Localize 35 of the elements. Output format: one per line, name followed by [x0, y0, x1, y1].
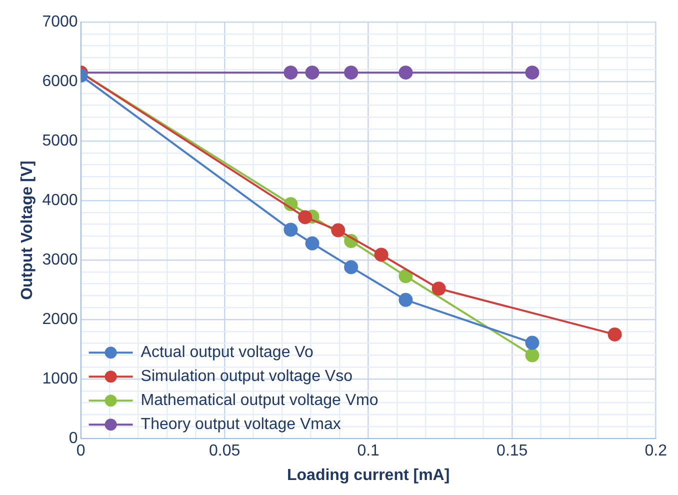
point — [344, 260, 358, 274]
y-axis-title: Output Voltage [V] — [19, 160, 36, 300]
point — [331, 223, 346, 238]
point — [284, 66, 298, 80]
y-tick-label: 0 — [68, 430, 78, 448]
point — [398, 66, 413, 80]
point — [432, 282, 446, 296]
point — [344, 66, 358, 80]
x-tick-label: 0.05 — [208, 442, 240, 460]
point — [298, 210, 312, 224]
point — [284, 222, 298, 237]
point — [305, 236, 320, 250]
point — [525, 336, 540, 350]
y-tick-label: 5000 — [42, 132, 78, 150]
legend-label: Mathematical output voltage Vmo — [140, 392, 378, 410]
point — [608, 327, 622, 342]
x-tick-label: 0.1 — [357, 442, 380, 460]
y-tick-label: 2000 — [42, 310, 78, 328]
y-tick-label: 7000 — [42, 13, 78, 30]
point — [525, 348, 540, 362]
x-tick-label: 0.15 — [496, 442, 528, 460]
point — [398, 269, 413, 284]
y-tick-label: 1000 — [42, 370, 78, 388]
y-tick-label: 4000 — [42, 192, 78, 209]
point — [305, 66, 320, 80]
x-axis-title: Loading current [mA] — [287, 466, 450, 484]
legend-label: Actual output voltage Vo — [140, 344, 314, 362]
y-tick-label: 3000 — [42, 251, 78, 268]
point — [525, 66, 540, 80]
legend-label: Theory output voltage Vmax — [140, 416, 341, 434]
x-tick-label: 0.2 — [644, 442, 668, 460]
point — [374, 248, 388, 262]
y-tick-label: 6000 — [42, 72, 78, 90]
legend-label: Simulation output voltage Vso — [140, 368, 353, 386]
point — [398, 292, 413, 307]
